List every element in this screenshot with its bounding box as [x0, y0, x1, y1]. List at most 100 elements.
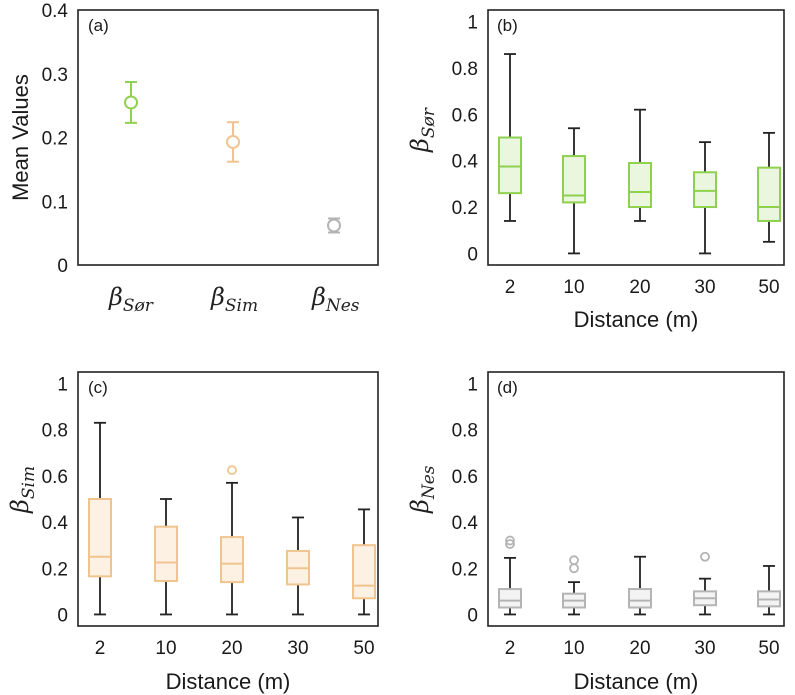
panel-b: (b) βSør 0 0.2 0.4 0.6 0.8 1 2 10 20 30 50 Distan… [406, 9, 785, 332]
panel-a-frame [77, 9, 379, 266]
box-body [498, 136, 522, 195]
panel-d-ytick: 0.8 [452, 421, 478, 442]
panel-b-ytick: 0.8 [452, 59, 478, 80]
panel-c-ylabel-sub: Sim [19, 466, 39, 499]
x-category-beta: β [210, 283, 225, 311]
panel-c-xtick: 10 [155, 638, 176, 659]
mean-point [226, 134, 240, 149]
panel-d-xtick: 20 [629, 638, 650, 659]
panel-d-xlabel: Distance (m) [574, 669, 699, 694]
panel-b-xtick: 30 [694, 277, 715, 298]
panel-d-ylabel: βNes [406, 465, 439, 514]
box-body [693, 171, 717, 209]
panel-d-xtick: 10 [563, 638, 584, 659]
panel-b-ylabel: βSør [406, 107, 439, 153]
panel-c-xticks: 2 10 20 30 50 [95, 638, 375, 659]
x-category-sub: Sim [225, 296, 258, 316]
panel-d-marks [498, 535, 781, 616]
x-category-sub: Nes [325, 296, 360, 316]
panel-c: (c) βSim 0 0.2 0.4 0.6 0.8 1 2 10 20 30 50 Distan… [6, 371, 379, 694]
panel-c-xtick: 2 [95, 638, 106, 659]
panel-c-ytick: 0.2 [42, 559, 68, 580]
panel-b-xlabel: Distance (m) [574, 307, 699, 332]
panel-d-ytick: 0.2 [452, 559, 478, 580]
x-category-sub: Sør [123, 296, 154, 316]
panel-c-frame [77, 371, 379, 627]
panel-b-frame [487, 9, 785, 266]
panel-c-xtick: 50 [353, 638, 374, 659]
panel-a-ytick: 0.4 [42, 1, 69, 22]
panel-c-marks [88, 421, 376, 616]
panel-b-xtick: 20 [629, 277, 650, 298]
mean-point [124, 95, 138, 110]
panel-b-yticks: 0 0.2 0.4 0.6 0.8 1 [452, 13, 479, 266]
panel-d-ylabel-sub: Nes [419, 465, 439, 500]
panel-d-ytick: 1 [467, 375, 478, 396]
panel-c-ytick: 1 [57, 375, 68, 396]
panel-a-ytick: 0 [57, 256, 68, 277]
box-body [628, 162, 652, 209]
panel-b-marks [498, 53, 781, 255]
panel-d-xtick: 50 [758, 638, 779, 659]
panel-b-xtick: 10 [563, 277, 584, 298]
panel-c-ytick: 0 [57, 605, 68, 626]
panel-a-yticks: 0 0.1 0.2 0.3 0.4 [42, 1, 69, 277]
panel-d-ytick: 0 [467, 605, 478, 626]
panel-c-xtick: 30 [287, 638, 308, 659]
panel-d-xtick: 30 [694, 638, 715, 659]
panel-d-yticks: 0 0.2 0.4 0.6 0.8 1 [452, 375, 479, 627]
box-body [352, 544, 376, 600]
box-outlier [505, 535, 515, 546]
panel-c-ytick: 0.6 [42, 467, 68, 488]
panel-b-xtick: 2 [505, 277, 516, 298]
panel-a-label: (a) [88, 16, 109, 35]
panel-b-xticks: 2 10 20 30 50 [505, 277, 780, 298]
panel-a-marks [124, 81, 341, 234]
panel-c-xtick: 20 [221, 638, 242, 659]
panel-c-ylabel: βSim [6, 466, 39, 514]
x-category-label: βNes [311, 283, 360, 316]
panel-d-ylabel-beta: β [406, 499, 434, 514]
panel-b-label: (b) [497, 16, 518, 35]
panel-a-xticks: βSør βSim βNes [108, 283, 360, 316]
panel-b-ytick: 0.4 [452, 152, 479, 173]
panel-d-frame [487, 371, 785, 627]
box-body [498, 588, 522, 609]
panel-a-ytick: 0.2 [42, 129, 68, 150]
box-outlier [700, 551, 710, 562]
mean-point [327, 218, 341, 233]
panel-d-xtick: 2 [505, 638, 516, 659]
x-category-beta: β [311, 283, 326, 311]
box-body [628, 588, 652, 609]
panel-d-ytick: 0.6 [452, 467, 478, 488]
panel-a-ytick: 0.3 [42, 65, 68, 86]
panel-b-ytick: 1 [467, 13, 478, 34]
box-outlier [569, 555, 579, 566]
box-body [562, 155, 586, 204]
box-body [88, 498, 112, 578]
panel-c-yticks: 0 0.2 0.4 0.6 0.8 1 [42, 375, 69, 627]
panel-d-label: (d) [497, 378, 518, 397]
panel-a: (a) Mean Values 00.10.20.30.4 βSør βSim βN… [8, 1, 379, 316]
panel-a-ylabel: Mean Values [8, 74, 33, 201]
x-category-beta: β [108, 283, 123, 311]
panel-b-ytick: 0 [467, 244, 478, 265]
panel-d: (d) βNes 0 0.2 0.4 0.6 0.8 1 2 10 20 30 50 Distan… [406, 371, 785, 694]
x-category-label: βSim [210, 283, 258, 316]
box-body [154, 525, 178, 582]
panel-c-xlabel: Distance (m) [166, 669, 291, 694]
panel-c-label: (c) [88, 378, 108, 397]
box-outlier [505, 539, 515, 549]
panel-c-ytick: 0.8 [42, 421, 68, 442]
panel-c-ytick: 0.4 [42, 513, 69, 534]
panel-b-ytick: 0.2 [452, 198, 478, 219]
panel-d-ytick: 0.4 [452, 513, 479, 534]
box-body [220, 536, 244, 584]
box-body [757, 166, 781, 222]
box-outlier [227, 465, 237, 476]
panel-b-ylabel-sub: Sør [419, 107, 439, 138]
x-category-label: βSør [108, 283, 154, 316]
panel-c-ylabel-beta: β [6, 499, 34, 514]
panel-b-ytick: 0.6 [452, 105, 478, 126]
